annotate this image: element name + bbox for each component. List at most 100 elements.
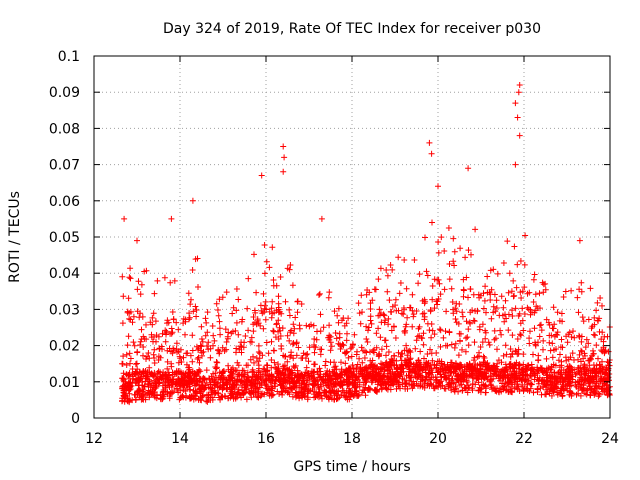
data-point bbox=[269, 377, 276, 384]
data-point bbox=[386, 370, 393, 377]
data-point bbox=[166, 345, 173, 352]
data-point bbox=[169, 350, 176, 357]
data-point bbox=[255, 362, 262, 369]
data-point bbox=[506, 270, 513, 277]
data-point bbox=[187, 386, 194, 393]
data-point bbox=[396, 290, 403, 297]
data-point bbox=[316, 292, 322, 298]
data-point bbox=[156, 379, 163, 386]
y-tick-label: 0.05 bbox=[49, 230, 80, 246]
data-point bbox=[594, 299, 601, 306]
data-point bbox=[464, 334, 471, 341]
data-point bbox=[299, 355, 306, 361]
data-point bbox=[203, 319, 210, 326]
data-point bbox=[139, 382, 146, 389]
data-point bbox=[135, 374, 142, 381]
data-point bbox=[514, 381, 521, 387]
data-point bbox=[368, 375, 375, 382]
data-point bbox=[255, 358, 262, 365]
data-point bbox=[230, 304, 237, 311]
data-point bbox=[506, 386, 512, 393]
data-point bbox=[219, 344, 226, 351]
data-point bbox=[314, 369, 321, 375]
data-point bbox=[182, 394, 189, 401]
data-point bbox=[519, 383, 525, 390]
data-point bbox=[601, 350, 608, 357]
data-point bbox=[383, 352, 389, 359]
data-point bbox=[275, 336, 282, 342]
data-point bbox=[294, 309, 301, 316]
data-point bbox=[479, 339, 486, 346]
data-point bbox=[403, 357, 409, 364]
data-point bbox=[457, 245, 464, 252]
data-point bbox=[506, 361, 513, 368]
data-point bbox=[368, 320, 375, 327]
data-point bbox=[388, 327, 395, 334]
data-point bbox=[261, 378, 268, 385]
data-point bbox=[606, 390, 613, 397]
data-point bbox=[558, 390, 565, 397]
data-point bbox=[146, 355, 153, 362]
data-point bbox=[196, 359, 203, 366]
data-point bbox=[193, 313, 200, 320]
data-point bbox=[532, 307, 539, 314]
data-point bbox=[423, 268, 430, 275]
data-point bbox=[268, 305, 275, 312]
data-point bbox=[281, 154, 288, 161]
data-point bbox=[421, 355, 427, 362]
data-point bbox=[390, 377, 397, 384]
data-point bbox=[252, 309, 259, 316]
data-point bbox=[578, 347, 584, 354]
data-point bbox=[372, 362, 378, 369]
data-point bbox=[593, 380, 600, 387]
data-point bbox=[195, 354, 202, 361]
data-point bbox=[592, 390, 598, 397]
data-point bbox=[469, 375, 476, 381]
data-point bbox=[289, 341, 296, 348]
data-point bbox=[212, 370, 219, 377]
data-point bbox=[304, 351, 311, 357]
data-point bbox=[130, 339, 137, 346]
data-point bbox=[447, 363, 454, 370]
data-point bbox=[443, 376, 450, 383]
data-point bbox=[548, 332, 555, 339]
data-point bbox=[456, 301, 463, 307]
data-point bbox=[247, 338, 254, 345]
data-point bbox=[286, 312, 293, 319]
data-point bbox=[516, 376, 523, 383]
data-point bbox=[256, 355, 263, 362]
data-point bbox=[142, 375, 149, 382]
data-point bbox=[483, 383, 490, 390]
data-point bbox=[377, 334, 384, 341]
data-point bbox=[571, 366, 578, 373]
data-point bbox=[392, 296, 399, 303]
data-point bbox=[133, 396, 139, 403]
data-point bbox=[513, 384, 520, 391]
data-point bbox=[527, 380, 534, 387]
data-point bbox=[365, 324, 372, 331]
data-point bbox=[278, 343, 285, 349]
data-point bbox=[395, 254, 402, 261]
data-point bbox=[536, 333, 543, 340]
data-point bbox=[512, 305, 519, 312]
data-point bbox=[436, 280, 443, 287]
data-point bbox=[304, 386, 311, 393]
data-point bbox=[535, 367, 542, 374]
data-point bbox=[550, 388, 557, 395]
data-point bbox=[288, 349, 295, 356]
data-point bbox=[513, 348, 520, 355]
data-point bbox=[229, 377, 235, 384]
data-point bbox=[465, 294, 471, 301]
data-point bbox=[448, 377, 455, 384]
data-point bbox=[274, 388, 281, 395]
data-point bbox=[235, 296, 242, 303]
data-point bbox=[481, 383, 488, 389]
data-point bbox=[192, 395, 199, 402]
data-point bbox=[420, 330, 427, 337]
data-point bbox=[137, 291, 144, 298]
data-point bbox=[419, 374, 426, 381]
data-point bbox=[273, 321, 280, 328]
data-point bbox=[400, 365, 407, 372]
data-point bbox=[498, 293, 505, 300]
data-point bbox=[227, 373, 234, 380]
